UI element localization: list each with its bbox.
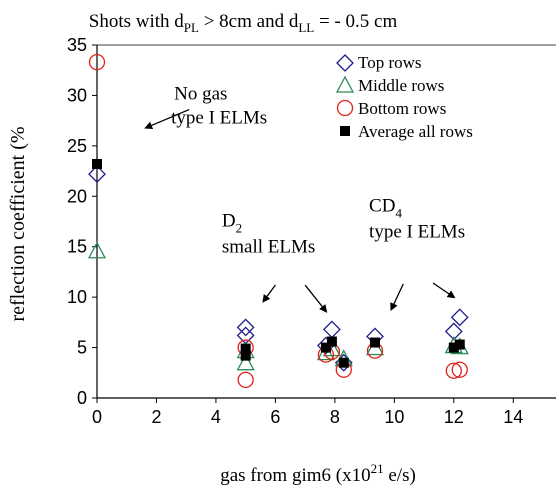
chart-title: Shots with dPL > 8cm and dLL = - 0.5 cm: [89, 11, 398, 35]
annotation-arrow: [262, 284, 276, 303]
data-point-diamond: [444, 322, 463, 341]
x-tick-label: 14: [503, 407, 523, 427]
data-point-circle: [237, 371, 254, 388]
x-tick-label: 8: [330, 407, 340, 427]
y-tick-label: 35: [67, 35, 87, 55]
annotation-arrow: [390, 283, 404, 312]
data-point-triangle: [236, 353, 255, 371]
data-point-square: [454, 339, 465, 350]
data-point-square: [338, 357, 349, 368]
y-tick-label: 15: [67, 237, 87, 257]
annotation-arrow: [304, 284, 328, 313]
data-point-square: [370, 337, 381, 348]
y-tick-label: 5: [77, 338, 87, 358]
annotation-arrow: [144, 108, 190, 130]
annotation-arrow: [432, 282, 456, 299]
legend-label-bottom-rows: Bottom rows: [358, 99, 446, 118]
legend-marker-bottom-rows: [336, 99, 354, 117]
legend-label-average: Average all rows: [358, 122, 473, 141]
annotation-text-cd4: CD4: [369, 195, 402, 220]
legend: Top rows Middle rows Bottom rows Average…: [335, 53, 473, 141]
y-tick-label: 0: [77, 388, 87, 408]
data-point-square: [320, 342, 331, 353]
annotation-text-no-gas: No gas: [174, 84, 227, 105]
data-point-square: [240, 343, 251, 354]
data-point-circle: [451, 361, 468, 378]
data-marks: [87, 53, 469, 388]
legend-label-middle-rows: Middle rows: [358, 76, 444, 95]
data-point-diamond: [88, 165, 106, 184]
data-point-circle: [88, 53, 106, 71]
legend-label-top-rows: Top rows: [358, 53, 422, 72]
x-tick-label: 4: [211, 407, 221, 427]
annotation-text-cd4: type I ELMs: [369, 221, 465, 242]
x-tick-label: 0: [92, 407, 102, 427]
legend-marker-average: [340, 126, 350, 136]
annotation-text-d2: small ELMs: [222, 237, 315, 258]
data-point-square: [326, 336, 337, 347]
annotation-text-d2: D2: [222, 211, 242, 236]
x-axis-label: gas from gim6 (x1021 e/s): [220, 461, 416, 486]
legend-marker-top-rows: [336, 54, 354, 72]
y-tick-label: 10: [67, 287, 87, 307]
legend-marker-middle-rows: [335, 75, 355, 93]
axis-ticks: 0 2 4 6 8 10 12 14 0 5 10 15 20 25 30 35: [67, 35, 523, 427]
data-point-diamond: [236, 318, 255, 337]
x-tick-label: 6: [270, 407, 280, 427]
data-point-diamond: [450, 308, 469, 327]
annotation-text-no-gas: type I ELMs: [171, 108, 267, 129]
data-point-square: [92, 159, 102, 170]
data-point-triangle: [87, 241, 107, 259]
y-tick-label: 20: [67, 186, 87, 206]
y-tick-label: 25: [67, 136, 87, 156]
y-tick-label: 30: [67, 85, 87, 105]
data-point-diamond: [322, 320, 341, 339]
data-point-square: [240, 350, 251, 361]
data-point-circle: [445, 362, 462, 379]
y-axis-label: reflection coefficient (%: [7, 126, 29, 321]
x-tick-label: 12: [444, 407, 464, 427]
data-point-square: [448, 342, 459, 353]
x-tick-label: 2: [151, 407, 161, 427]
x-tick-label: 10: [384, 407, 404, 427]
